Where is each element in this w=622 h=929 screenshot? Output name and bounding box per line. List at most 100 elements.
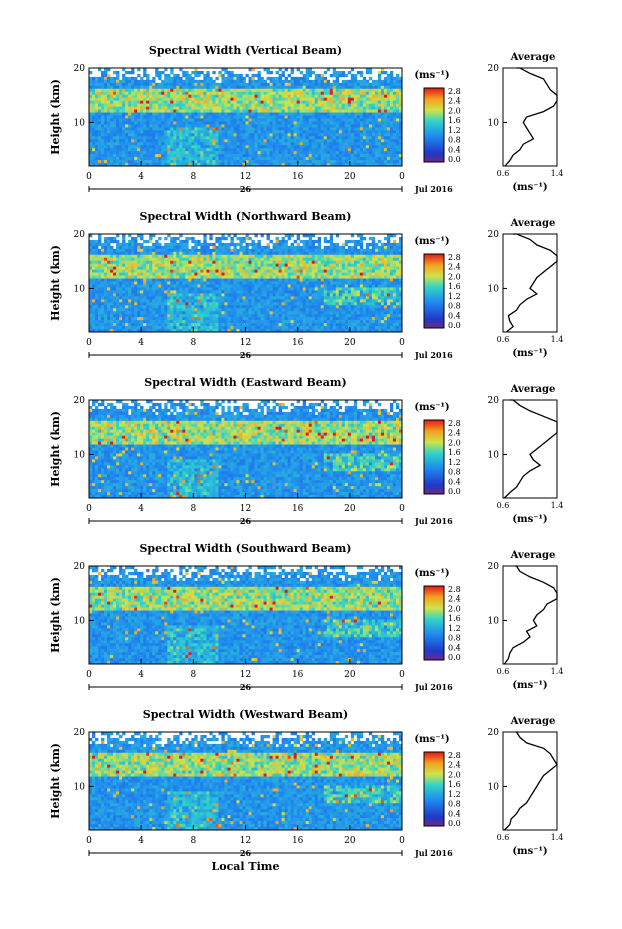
heatmap-cell [191, 130, 194, 133]
heatmap-cell [315, 284, 318, 287]
heatmap-cell [270, 113, 273, 116]
heatmap-cell [285, 282, 288, 285]
heatmap-cell [194, 267, 197, 270]
heatmap-cell [381, 261, 384, 264]
heatmap-cell [312, 148, 315, 151]
heatmap-cell [149, 130, 152, 133]
heatmap-cell [182, 270, 185, 273]
heatmap-cell [143, 287, 146, 290]
heatmap-cell [131, 110, 134, 113]
heatmap-cell [233, 77, 236, 80]
heatmap-cell [158, 249, 161, 252]
heatmap-cell [273, 287, 276, 290]
heatmap-cell [324, 130, 327, 133]
heatmap-cell [384, 279, 387, 282]
heatmap-cell [188, 267, 191, 270]
heatmap-cell [209, 83, 212, 86]
heatmap-cell [146, 249, 149, 252]
x-tick-label: 20 [344, 172, 356, 182]
heatmap-cell [297, 258, 300, 261]
heatmap-cell [351, 113, 354, 116]
heatmap-cell [155, 273, 158, 276]
heatmap-cell [104, 92, 107, 95]
heatmap-cell [125, 121, 128, 124]
heatmap-cell [294, 145, 297, 148]
heatmap-cell [164, 237, 167, 240]
heatmap-cell [312, 270, 315, 273]
heatmap-cell [369, 237, 372, 240]
heatmap-cell [324, 89, 327, 92]
heatmap-cell [303, 139, 306, 142]
heatmap-cell [203, 160, 206, 163]
heatmap-cell [279, 160, 282, 163]
heatmap-cell [351, 264, 354, 267]
heatmap-cell [164, 243, 167, 246]
heatmap-cell [321, 124, 324, 127]
heatmap-cell [369, 98, 372, 101]
heatmap-cell [339, 160, 342, 163]
heatmap-cell [239, 157, 242, 160]
heatmap-cell [342, 160, 345, 163]
heatmap-cell [146, 110, 149, 113]
heatmap-cell [128, 145, 131, 148]
heatmap-cell [215, 95, 218, 98]
heatmap-cell [345, 255, 348, 258]
heatmap-cell [188, 136, 191, 139]
heatmap-cell [381, 116, 384, 119]
heatmap-cell [122, 148, 125, 151]
heatmap-cell [227, 160, 230, 163]
heatmap-cell [291, 287, 294, 290]
heatmap-cell [233, 273, 236, 276]
heatmap-cell [206, 104, 209, 107]
heatmap-cell [384, 264, 387, 267]
heatmap-cell [312, 240, 315, 243]
heatmap-cell [387, 151, 390, 154]
heatmap-cell [176, 237, 179, 240]
heatmap-cell [191, 157, 194, 160]
heatmap-cell [261, 136, 264, 139]
heatmap-cell [396, 107, 399, 110]
heatmap-cell [116, 77, 119, 80]
heatmap-cell [393, 160, 396, 163]
heatmap-cell [276, 124, 279, 127]
heatmap-cell [197, 92, 200, 95]
heatmap-cell [342, 127, 345, 130]
heatmap-cell [279, 136, 282, 139]
heatmap-cell [236, 77, 239, 80]
heatmap-cell [288, 113, 291, 116]
heatmap-cell [125, 279, 128, 282]
heatmap-cell [252, 107, 255, 110]
heatmap-cell [327, 154, 330, 157]
heatmap-cell [173, 133, 176, 136]
heatmap-cell [273, 249, 276, 252]
heatmap-cell [218, 282, 221, 285]
heatmap-cell [209, 121, 212, 124]
heatmap-cell [318, 264, 321, 267]
heatmap-cell [137, 130, 140, 133]
heatmap-cell [342, 107, 345, 110]
heatmap-cell [107, 107, 110, 110]
heatmap-cell [206, 127, 209, 130]
heatmap-cell [378, 110, 381, 113]
average-y-tick-label: 20 [488, 64, 500, 74]
heatmap-cell [357, 133, 360, 136]
heatmap-cell [372, 252, 375, 255]
heatmap-cell [315, 101, 318, 104]
heatmap-cell [101, 261, 104, 264]
heatmap-cell [282, 110, 285, 113]
heatmap-cell [149, 287, 152, 290]
heatmap-cell [357, 136, 360, 139]
heatmap-cell [125, 284, 128, 287]
heatmap-cell [110, 157, 113, 160]
heatmap-cell [360, 101, 363, 104]
heatmap-cell [101, 71, 104, 74]
heatmap-cell [95, 252, 98, 255]
heatmap-cell [306, 92, 309, 95]
heatmap-cell [267, 107, 270, 110]
heatmap-cell [306, 107, 309, 110]
heatmap-cell [390, 267, 393, 270]
heatmap-cell [378, 145, 381, 148]
heatmap-cell [246, 121, 249, 124]
heatmap-cell [246, 157, 249, 160]
heatmap-cell [276, 116, 279, 119]
